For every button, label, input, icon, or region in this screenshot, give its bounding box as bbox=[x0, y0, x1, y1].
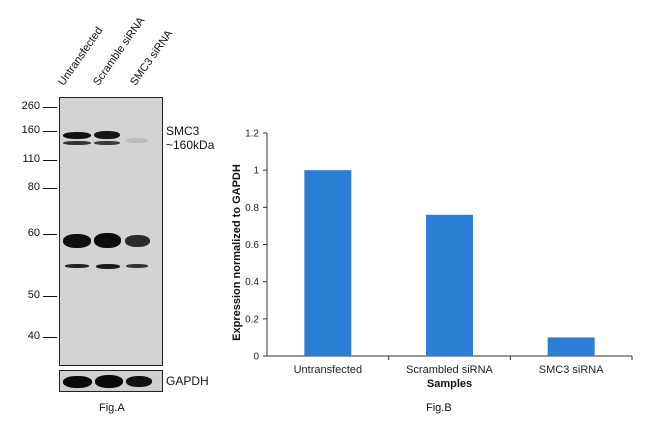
y-tick-label: 1.2 bbox=[245, 129, 259, 140]
bar-1 bbox=[304, 170, 352, 356]
gapdh-band-lane1 bbox=[63, 376, 92, 388]
y-tick-label: 0.6 bbox=[245, 240, 259, 251]
smc3-band-lane1 bbox=[63, 132, 91, 139]
bar-3 bbox=[547, 337, 595, 356]
x-axis-title: Samples bbox=[427, 378, 472, 390]
band-60-lane1 bbox=[63, 234, 91, 248]
band-55-lane2 bbox=[96, 264, 120, 269]
mw-marker-160: 160 bbox=[21, 124, 40, 136]
mw-marker-110: 110 bbox=[22, 153, 40, 165]
mw-marker-50: 50 bbox=[27, 289, 40, 301]
y-tick-label: 0.8 bbox=[245, 203, 259, 214]
y-tick-label: 1 bbox=[253, 166, 259, 177]
mw-tick-40 bbox=[43, 337, 57, 338]
gapdh-band-lane2 bbox=[95, 375, 123, 388]
mw-tick-60 bbox=[43, 234, 57, 235]
smc3-band-lane1-lower bbox=[63, 141, 91, 145]
mw-tick-160 bbox=[43, 131, 57, 132]
y-tick-label: 0.4 bbox=[245, 277, 259, 288]
mw-marker-60: 60 bbox=[27, 227, 40, 239]
gapdh-label: GAPDH bbox=[166, 374, 209, 388]
gapdh-blot bbox=[59, 370, 163, 392]
smc3-band-lane2-lower bbox=[94, 141, 120, 145]
mw-tick-110 bbox=[43, 160, 57, 161]
gapdh-band-lane3 bbox=[126, 376, 152, 387]
smc3-label: SMC3 bbox=[166, 124, 200, 138]
smc3-band-lane2 bbox=[94, 131, 120, 139]
mw-tick-50 bbox=[43, 296, 57, 297]
mw-marker-40: 40 bbox=[27, 330, 40, 342]
bar-2 bbox=[426, 214, 473, 356]
fig-b-caption: Fig.B bbox=[426, 402, 452, 414]
mw-marker-80: 80 bbox=[27, 181, 40, 193]
chart-bars bbox=[304, 170, 595, 356]
mw-tick-260 bbox=[43, 107, 57, 108]
band-60-lane3 bbox=[125, 235, 150, 247]
mw-marker-260: 260 bbox=[21, 100, 40, 112]
y-axis-title: Expression normalized to GAPDH bbox=[231, 164, 243, 341]
fig-a-caption: Fig.A bbox=[99, 402, 125, 414]
blot-membrane bbox=[59, 97, 163, 366]
y-tick-label: 0 bbox=[253, 352, 259, 363]
x-tick-label: Scrambled siRNA bbox=[406, 364, 493, 376]
band-55-lane3 bbox=[126, 264, 148, 268]
band-60-lane2 bbox=[94, 233, 121, 248]
y-tick-label: 0.2 bbox=[245, 314, 259, 325]
band-55-lane1 bbox=[65, 264, 89, 268]
mw-tick-80 bbox=[43, 188, 57, 189]
chart-labels: 0 0.2 0.4 0.6 0.8 1 1.2 Untransfected Scrambled … bbox=[231, 129, 604, 391]
x-tick-label: Untransfected bbox=[294, 364, 362, 376]
smc3-kda-label: ~160kDa bbox=[166, 138, 215, 152]
x-tick-label: SMC3 siRNA bbox=[539, 364, 604, 376]
smc3-band-lane3 bbox=[126, 138, 148, 143]
